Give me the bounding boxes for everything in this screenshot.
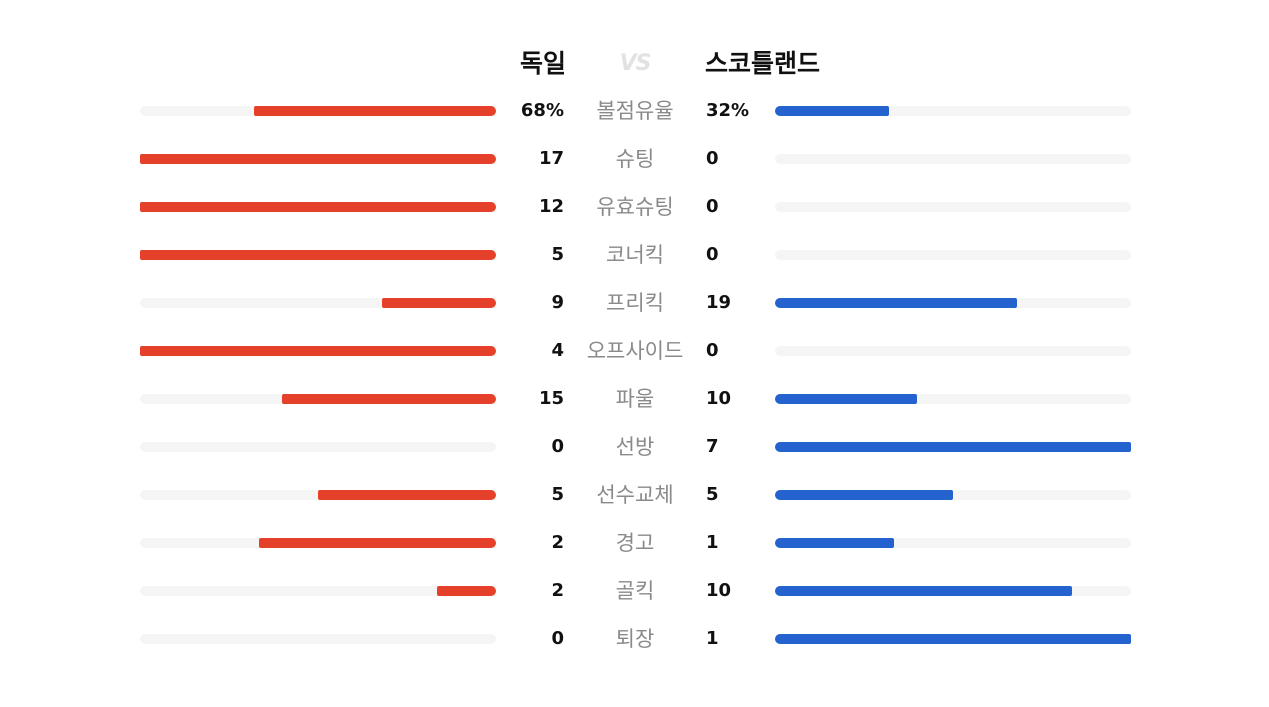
away-bar <box>775 586 1072 596</box>
home-bar <box>140 346 496 356</box>
away-value-label: 0 <box>706 196 719 217</box>
stat-category-label: 오프사이드 <box>586 339 684 363</box>
away-bar-track <box>775 202 1131 212</box>
stat-row: 9 프리킥 19 <box>0 287 1269 319</box>
away-bar <box>775 106 889 116</box>
stat-category-label: 경고 <box>615 531 655 555</box>
away-value-label: 19 <box>706 292 732 313</box>
stat-category-label: 유효슈팅 <box>596 195 674 219</box>
stat-row: 0 선방 7 <box>0 431 1269 463</box>
stat-category-label: 선방 <box>615 435 655 459</box>
away-value-label: 10 <box>706 388 732 409</box>
vs-label: VS <box>619 51 652 76</box>
home-bar <box>437 586 496 596</box>
away-value-label: 5 <box>706 484 719 505</box>
home-bar <box>140 202 496 212</box>
away-bar <box>775 634 1131 644</box>
home-bar-track <box>140 634 496 644</box>
away-bar <box>775 394 917 404</box>
home-value-label: 68% <box>520 100 564 121</box>
away-bar-track <box>775 490 1131 500</box>
stat-row: 17 슈팅 0 <box>0 143 1269 175</box>
home-bar <box>254 106 496 116</box>
home-value-label: 17 <box>538 148 564 169</box>
stat-category-label: 파울 <box>615 387 655 411</box>
home-value-label: 2 <box>551 580 564 601</box>
away-team-name: 스코틀랜드 <box>705 49 821 78</box>
home-value-label: 0 <box>551 436 564 457</box>
away-bar <box>775 298 1017 308</box>
home-bar <box>140 250 496 260</box>
away-value-label: 0 <box>706 340 719 361</box>
away-bar <box>775 442 1131 452</box>
away-value-label: 10 <box>706 580 732 601</box>
stat-category-label: 선수교체 <box>596 483 674 507</box>
away-value-label: 0 <box>706 244 719 265</box>
home-value-label: 12 <box>538 196 564 217</box>
away-bar-track <box>775 346 1131 356</box>
away-bar <box>775 490 953 500</box>
stat-row: 68% 볼점유율 32% <box>0 95 1269 127</box>
stat-row: 5 코너킥 0 <box>0 239 1269 271</box>
away-bar-track <box>775 394 1131 404</box>
home-value-label: 0 <box>551 628 564 649</box>
stat-category-label: 볼점유율 <box>596 99 674 123</box>
home-bar <box>382 298 496 308</box>
home-value-label: 2 <box>551 532 564 553</box>
stat-row: 5 선수교체 5 <box>0 479 1269 511</box>
stat-category-label: 프리킥 <box>606 291 664 315</box>
stat-category-label: 코너킥 <box>606 243 664 267</box>
away-value-label: 1 <box>706 628 719 649</box>
stat-row: 12 유효슈팅 0 <box>0 191 1269 223</box>
stat-row: 15 파울 10 <box>0 383 1269 415</box>
home-bar <box>318 490 496 500</box>
away-bar-track <box>775 154 1131 164</box>
home-bar <box>140 154 496 164</box>
home-team-name: 독일 <box>519 49 566 78</box>
stat-category-label: 골킥 <box>615 579 655 603</box>
home-value-label: 4 <box>551 340 564 361</box>
away-value-label: 7 <box>706 436 719 457</box>
home-bar <box>282 394 496 404</box>
home-bar-track <box>140 442 496 452</box>
away-value-label: 32% <box>706 100 750 121</box>
home-value-label: 5 <box>551 244 564 265</box>
stat-category-label: 슈팅 <box>615 147 655 171</box>
away-bar-track <box>775 538 1131 548</box>
home-bar-track <box>140 586 496 596</box>
stat-row: 2 경고 1 <box>0 527 1269 559</box>
home-value-label: 9 <box>551 292 564 313</box>
home-bar-track <box>140 298 496 308</box>
stat-row: 4 오프사이드 0 <box>0 335 1269 367</box>
away-value-label: 0 <box>706 148 719 169</box>
away-bar-track <box>775 106 1131 116</box>
match-header: 독일 VS 스코틀랜드 <box>0 44 1269 84</box>
away-value-label: 1 <box>706 532 719 553</box>
home-bar <box>259 538 496 548</box>
stat-row: 0 퇴장 1 <box>0 623 1269 655</box>
home-value-label: 15 <box>538 388 564 409</box>
stat-row: 2 골킥 10 <box>0 575 1269 607</box>
away-bar <box>775 538 894 548</box>
away-bar-track <box>775 250 1131 260</box>
stat-category-label: 퇴장 <box>615 627 655 651</box>
home-value-label: 5 <box>551 484 564 505</box>
